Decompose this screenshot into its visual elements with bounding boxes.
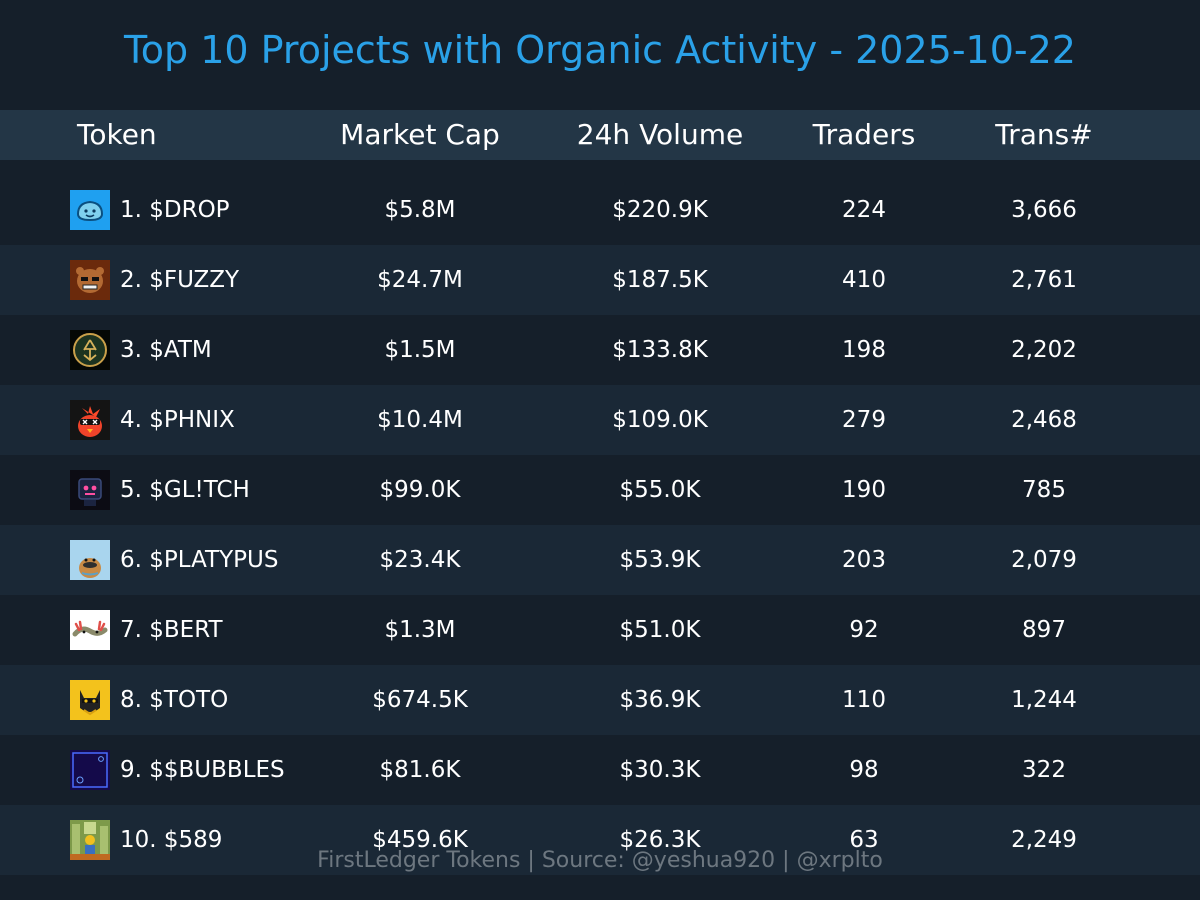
traders-cell: 98 bbox=[849, 757, 879, 783]
traders-cell: 190 bbox=[842, 477, 886, 503]
token-name-cell: 7. $BERT bbox=[120, 617, 223, 643]
trans-cell: 322 bbox=[1022, 757, 1066, 783]
fuzzy-token-icon bbox=[70, 260, 110, 300]
header-traders: Traders bbox=[812, 118, 916, 151]
market-cap-cell: $5.8M bbox=[384, 197, 456, 223]
volume-cell: $55.0K bbox=[619, 477, 701, 503]
trans-cell: 2,202 bbox=[1011, 337, 1077, 363]
traders-cell: 110 bbox=[842, 687, 886, 713]
header-market-cap: Market Cap bbox=[340, 118, 500, 151]
traders-cell: 63 bbox=[849, 827, 879, 853]
volume-cell: $36.9K bbox=[619, 687, 701, 713]
header-token: Token bbox=[77, 118, 157, 151]
trans-cell: 3,666 bbox=[1011, 197, 1077, 223]
table-row: 7. $BERT $1.3M $51.0K 92 897 bbox=[0, 595, 1200, 665]
table-row: 1. $DROP $5.8M $220.9K 224 3,666 bbox=[0, 175, 1200, 245]
traders-cell: 279 bbox=[842, 407, 886, 433]
table-row: 10. $589 $459.6K $26.3K 63 2,249 bbox=[0, 805, 1200, 875]
header-24h-volume: 24h Volume bbox=[576, 118, 744, 151]
volume-cell: $26.3K bbox=[619, 827, 701, 853]
footer-source: FirstLedger Tokens | Source: @yeshua920 … bbox=[317, 848, 883, 873]
trans-cell: 2,249 bbox=[1011, 827, 1077, 853]
table-row: 2. $FUZZY $24.7M $187.5K 410 2,761 bbox=[0, 245, 1200, 315]
589-token-icon bbox=[70, 820, 110, 860]
phnix-token-icon bbox=[70, 400, 110, 440]
table-row: 9. $$BUBBLES $81.6K $30.3K 98 322 bbox=[0, 735, 1200, 805]
table-row: 4. $PHNIX $10.4M $109.0K 279 2,468 bbox=[0, 385, 1200, 455]
token-name-cell: 1. $DROP bbox=[120, 197, 230, 223]
token-name-cell: 8. $TOTO bbox=[120, 687, 229, 713]
market-cap-cell: $10.4M bbox=[377, 407, 463, 433]
table-row: 8. $TOTO $674.5K $36.9K 110 1,244 bbox=[0, 665, 1200, 735]
volume-cell: $30.3K bbox=[619, 757, 701, 783]
trans-cell: 2,079 bbox=[1011, 547, 1077, 573]
volume-cell: $133.8K bbox=[612, 337, 708, 363]
header-trans: Trans# bbox=[995, 118, 1093, 151]
trans-cell: 1,244 bbox=[1011, 687, 1077, 713]
token-name-cell: 9. $$BUBBLES bbox=[120, 757, 285, 783]
traders-cell: 92 bbox=[849, 617, 879, 643]
volume-cell: $187.5K bbox=[612, 267, 708, 293]
platypus-token-icon bbox=[70, 540, 110, 580]
volume-cell: $220.9K bbox=[612, 197, 708, 223]
trans-cell: 897 bbox=[1022, 617, 1066, 643]
token-name-cell: 2. $FUZZY bbox=[120, 267, 240, 293]
market-cap-cell: $81.6K bbox=[379, 757, 461, 783]
traders-cell: 198 bbox=[842, 337, 886, 363]
trans-cell: 2,761 bbox=[1011, 267, 1077, 293]
atm-token-icon bbox=[70, 330, 110, 370]
drop-token-icon bbox=[70, 190, 110, 230]
market-cap-cell: $674.5K bbox=[372, 687, 468, 713]
token-name-cell: 5. $GL!TCH bbox=[120, 477, 250, 503]
market-cap-cell: $24.7M bbox=[377, 267, 463, 293]
token-name-cell: 3. $ATM bbox=[120, 337, 212, 363]
volume-cell: $51.0K bbox=[619, 617, 701, 643]
table-row: 6. $PLATYPUS $23.4K $53.9K 203 2,079 bbox=[0, 525, 1200, 595]
market-cap-cell: $99.0K bbox=[379, 477, 461, 503]
table-header: Token Market Cap 24h Volume Traders Tran… bbox=[0, 110, 1200, 160]
market-cap-cell: $23.4K bbox=[379, 547, 461, 573]
market-cap-cell: $1.5M bbox=[384, 337, 456, 363]
bert-token-icon bbox=[70, 610, 110, 650]
glitch-token-icon bbox=[70, 470, 110, 510]
traders-cell: 410 bbox=[842, 267, 886, 293]
table-row: 5. $GL!TCH $99.0K $55.0K 190 785 bbox=[0, 455, 1200, 525]
token-name-cell: 10. $589 bbox=[120, 827, 223, 853]
token-name-cell: 6. $PLATYPUS bbox=[120, 547, 279, 573]
traders-cell: 203 bbox=[842, 547, 886, 573]
token-name-cell: 4. $PHNIX bbox=[120, 407, 235, 433]
table-row: 3. $ATM $1.5M $133.8K 198 2,202 bbox=[0, 315, 1200, 385]
bubbles-token-icon bbox=[70, 750, 110, 790]
market-cap-cell: $459.6K bbox=[372, 827, 468, 853]
toto-token-icon bbox=[70, 680, 110, 720]
chart-title: Top 10 Projects with Organic Activity - … bbox=[124, 28, 1076, 72]
volume-cell: $53.9K bbox=[619, 547, 701, 573]
trans-cell: 785 bbox=[1022, 477, 1066, 503]
trans-cell: 2,468 bbox=[1011, 407, 1077, 433]
market-cap-cell: $1.3M bbox=[384, 617, 456, 643]
traders-cell: 224 bbox=[842, 197, 886, 223]
volume-cell: $109.0K bbox=[612, 407, 708, 433]
